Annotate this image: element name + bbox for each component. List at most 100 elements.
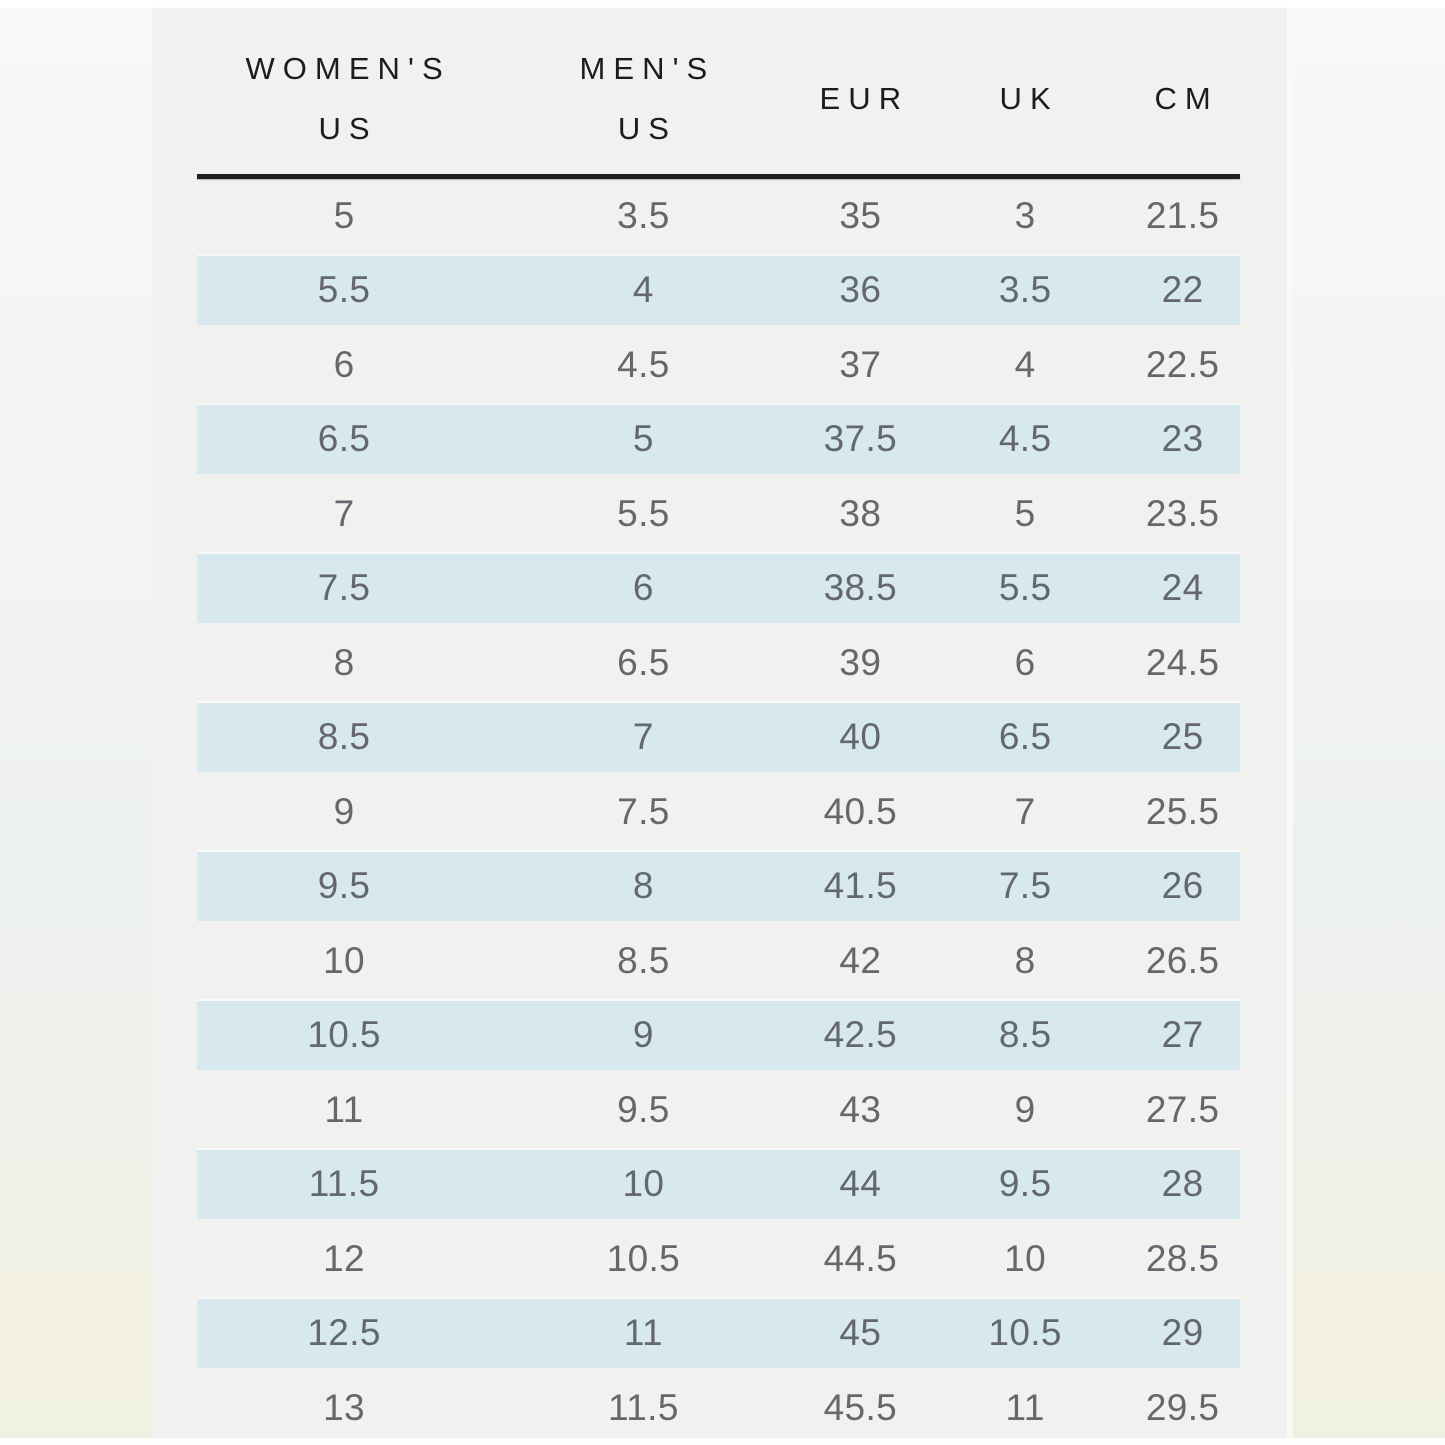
cell-mens-us: 9.5 (617, 1088, 670, 1130)
table-row: 13 11.5 45.5 11 29.5 (197, 1371, 1240, 1445)
cell-mens-us: 11 (623, 1312, 663, 1354)
cell-mens-us: 7.5 (617, 790, 670, 832)
cell-eur: 44 (839, 1163, 882, 1205)
table-row: 5.5 4 36 3.5 22 (197, 253, 1240, 328)
cell-uk: 7.5 (998, 865, 1052, 907)
cell-cm: 27.5 (1145, 1088, 1220, 1130)
cell-uk: 7 (1014, 790, 1036, 832)
table-row: 8 6.5 39 6 24.5 (197, 626, 1240, 701)
cell-cm: 26.5 (1145, 939, 1220, 981)
cell-uk: 6 (1014, 641, 1036, 683)
cell-mens-us: 8 (632, 865, 654, 907)
cell-uk: 5.5 (998, 567, 1052, 609)
cell-cm: 27 (1161, 1014, 1204, 1056)
cell-cm: 22 (1161, 269, 1204, 311)
header-line: CM (1154, 81, 1219, 117)
cell-womens-us: 12.5 (307, 1312, 381, 1354)
cell-womens-us: 8 (333, 641, 355, 683)
cell-eur: 40 (839, 716, 882, 758)
cell-womens-us: 10 (323, 939, 366, 981)
cell-womens-us: 6.5 (317, 418, 371, 460)
table-row: 9.5 8 41.5 7.5 26 (197, 849, 1240, 924)
table-row: 5 3.5 35 3 21.5 (197, 179, 1240, 254)
cell-eur: 45 (839, 1312, 882, 1354)
header-line: US (318, 111, 378, 146)
cell-uk: 9.5 (998, 1163, 1052, 1205)
cell-cm: 23.5 (1145, 492, 1220, 534)
cell-eur: 44.5 (823, 1237, 898, 1279)
table-row: 6 4.5 37 4 22.5 (197, 328, 1240, 403)
cell-cm: 23 (1161, 418, 1204, 460)
header-line: MEN'S (579, 51, 716, 87)
cell-womens-us: 11.5 (308, 1163, 380, 1205)
cell-womens-us: 8.5 (317, 716, 371, 758)
cell-uk: 5 (1014, 492, 1036, 534)
table-row: 11.5 10 44 9.5 28 (197, 1147, 1240, 1222)
cell-uk: 8 (1014, 939, 1036, 981)
size-conversion-table: WOMEN'S US MEN'S US EUR UK CM 5 3.5 35 3… (197, 0, 1240, 1445)
cell-uk: 8.5 (998, 1014, 1052, 1056)
cell-uk: 4 (1014, 343, 1036, 385)
cell-cm: 29.5 (1145, 1386, 1220, 1428)
table-row: 12 10.5 44.5 10 28.5 (197, 1222, 1240, 1297)
cell-eur: 40.5 (823, 790, 898, 832)
cell-eur: 42.5 (823, 1014, 898, 1056)
cell-uk: 9 (1014, 1088, 1036, 1130)
cell-eur: 37.5 (823, 418, 898, 460)
cell-cm: 28 (1161, 1163, 1204, 1205)
cell-cm: 28.5 (1145, 1237, 1220, 1279)
cell-mens-us: 5.5 (617, 492, 670, 534)
cell-uk: 3 (1014, 194, 1036, 236)
cell-mens-us: 8.5 (617, 939, 670, 981)
header-line: UK (999, 81, 1059, 117)
header-eur: EUR (796, 69, 925, 129)
header-divider (197, 174, 1240, 179)
cell-eur: 41.5 (823, 865, 898, 907)
cell-mens-us: 9 (632, 1014, 654, 1056)
photo-border-top (0, 0, 1445, 8)
cell-eur: 45.5 (823, 1386, 898, 1428)
cell-cm: 24 (1161, 567, 1204, 609)
cell-cm: 24.5 (1145, 641, 1220, 683)
table-row: 8.5 7 40 6.5 25 (197, 700, 1240, 775)
cell-uk: 4.5 (998, 418, 1052, 460)
cell-womens-us: 10.5 (307, 1014, 381, 1056)
header-cm: CM (1125, 69, 1240, 129)
cell-eur: 38.5 (823, 567, 898, 609)
cell-mens-us: 10.5 (606, 1237, 681, 1279)
table-header: WOMEN'S US MEN'S US EUR UK CM (197, 0, 1240, 174)
cell-eur: 37 (839, 343, 882, 385)
table-row: 12.5 11 45 10.5 29 (197, 1296, 1240, 1371)
table-row: 10 8.5 42 8 26.5 (197, 924, 1240, 999)
cell-womens-us: 11 (324, 1088, 364, 1130)
header-line: EUR (819, 81, 910, 117)
cell-womens-us: 9 (333, 790, 355, 832)
cell-cm: 22.5 (1145, 343, 1220, 385)
header-mens-us: MEN'S US (491, 39, 796, 158)
cell-uk: 6.5 (998, 716, 1052, 758)
cell-eur: 43 (839, 1088, 882, 1130)
header-line: WOMEN'S (245, 51, 451, 87)
cell-eur: 42 (839, 939, 882, 981)
cell-cm: 26 (1161, 865, 1204, 907)
header-womens-us: WOMEN'S US (197, 39, 491, 158)
cell-womens-us: 9.5 (317, 865, 371, 907)
cell-mens-us: 3.5 (617, 194, 670, 236)
cell-cm: 25 (1161, 716, 1204, 758)
cell-mens-us: 4.5 (617, 343, 670, 385)
cell-cm: 25.5 (1145, 790, 1220, 832)
cell-womens-us: 5.5 (317, 269, 371, 311)
cell-womens-us: 13 (323, 1386, 366, 1428)
cell-cm: 29 (1161, 1312, 1204, 1354)
table-row: 6.5 5 37.5 4.5 23 (197, 402, 1240, 477)
cell-mens-us: 6.5 (617, 641, 670, 683)
photo-border-bottom (0, 1438, 1445, 1445)
table-row: 7 5.5 38 5 23.5 (197, 477, 1240, 552)
cell-mens-us: 10 (622, 1163, 665, 1205)
cell-eur: 35 (839, 194, 882, 236)
cell-mens-us: 7 (632, 716, 654, 758)
table-row: 9 7.5 40.5 7 25.5 (197, 775, 1240, 850)
cell-uk: 10.5 (988, 1312, 1062, 1354)
header-uk: UK (925, 69, 1125, 129)
